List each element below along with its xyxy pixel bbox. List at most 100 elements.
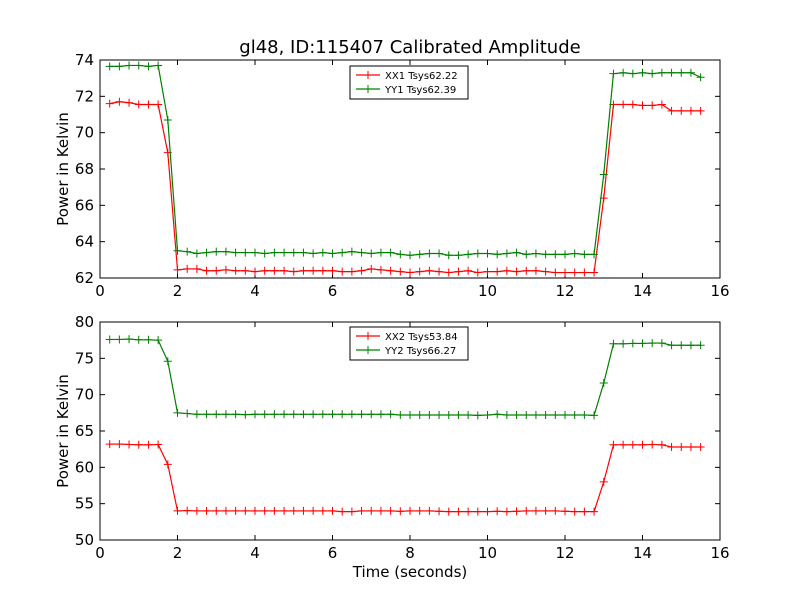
bottom-series-yy2-point: [260, 410, 269, 419]
top-series-xx1-point: [619, 100, 628, 109]
bottom-series-xx2-point: [425, 506, 434, 515]
bottom-series-yy2-point: [299, 410, 308, 419]
top-y-axis-label: Power in Kelvin: [54, 112, 72, 226]
bottom-series-xx2-point: [473, 507, 482, 516]
bottom-series-yy2-point: [163, 357, 172, 366]
top-series-xx1-point: [425, 266, 434, 275]
bottom-series-yy2-point: [318, 410, 327, 419]
top-series-xx1-point: [580, 268, 589, 277]
top-series-yy1-point: [192, 249, 201, 258]
top-series-xx1-point: [251, 267, 259, 276]
bottom-series-xx2-point: [464, 507, 473, 516]
top-series-yy1-point: [328, 249, 337, 258]
bottom-series-yy2-point: [696, 341, 705, 350]
bottom-series-yy2-point: [183, 409, 192, 418]
bottom-series-yy2-point: [231, 410, 240, 419]
bottom-series-yy2-point: [522, 411, 531, 420]
bottom-series-yy2-point: [406, 411, 414, 420]
top-series-yy1-point: [435, 249, 444, 258]
top-series-yy1-point: [357, 248, 366, 257]
top-series-yy1-point: [386, 248, 395, 257]
top-x-tick-label: 6: [328, 282, 338, 300]
bottom-series-xx2-point: [580, 507, 589, 516]
top-series-xx1-point: [231, 266, 240, 275]
top-series-yy1-point: [154, 61, 163, 70]
bottom-y-tick-label: 60: [75, 458, 94, 476]
bottom-series-yy2-point: [125, 335, 134, 344]
top-x-tick-label: 2: [173, 282, 183, 300]
bottom-legend-entry-xx2-label: XX2 Tsys53.84: [385, 332, 458, 343]
bottom-series-xx2-point: [648, 440, 657, 449]
bottom-series-xx2-point: [522, 506, 531, 515]
top-x-tick-label: 14: [633, 282, 652, 300]
top-series-yy1-point: [609, 69, 618, 78]
bottom-series-xx2-point: [435, 507, 444, 516]
bottom-series-yy2-point: [202, 410, 211, 419]
bottom-series-xx2-point: [289, 506, 298, 515]
top-series-xx1-point: [561, 268, 569, 277]
top-series-yy1-point: [183, 247, 192, 256]
top-series-yy1-point: [338, 248, 347, 257]
top-series-xx1-point: [125, 98, 134, 107]
bottom-series-xx2-point: [590, 507, 599, 516]
bottom-y-tick-label: 65: [75, 422, 94, 440]
bottom-y-tick-label: 55: [75, 495, 94, 513]
top-series-yy1-point: [599, 170, 608, 179]
top-series-xx1-point: [657, 100, 666, 109]
bottom-series-xx2-point: [183, 506, 192, 515]
bottom-y-tick-label: 70: [75, 386, 94, 404]
bottom-series-xx2-point: [657, 440, 666, 449]
top-series-xx1-point: [531, 266, 540, 275]
bottom-series-xx2-point: [541, 506, 550, 515]
bottom-series-yy2-point: [212, 410, 221, 419]
top-series-xx1-point: [464, 266, 473, 275]
bottom-series-yy2-point: [619, 339, 628, 348]
bottom-series-yy2-point: [483, 411, 492, 420]
top-series-yy1-point: [657, 68, 666, 77]
bottom-series-xx2-point: [367, 506, 376, 515]
bottom-series-xx2-point: [328, 506, 337, 515]
bottom-series-yy2-point: [289, 410, 298, 419]
top-series-xx1-point: [183, 264, 192, 273]
bottom-x-tick-label: 14: [633, 544, 652, 562]
bottom-series-xx2-point: [686, 442, 695, 451]
top-series-yy1-point: [289, 248, 298, 257]
top-series-xx1-point: [357, 266, 366, 275]
top-series-yy1-point: [406, 251, 414, 260]
bottom-series-yy2-point: [105, 335, 114, 344]
top-series-yy1-point: [309, 249, 318, 258]
bottom-series-yy2-point: [657, 339, 666, 348]
bottom-series-yy2-point: [677, 341, 686, 350]
bottom-legend-entry-yy2-label: YY2 Tsys66.27: [384, 346, 456, 357]
top-series-xx1-point: [483, 267, 492, 276]
bottom-series-xx2-point: [134, 440, 143, 449]
bottom-series-yy2-point: [454, 411, 463, 420]
top-legend-entry-xx1-label: XX1 Tsys62.22: [385, 71, 458, 82]
top-series-yy1-point: [464, 250, 473, 259]
bottom-series-yy2-point: [531, 411, 540, 420]
top-series-yy1-point: [512, 248, 521, 257]
bottom-series-yy2-point: [270, 410, 279, 419]
top-series-xx1-point: [144, 100, 153, 109]
bottom-y-tick-label: 80: [75, 313, 94, 331]
bottom-series-yy2-point: [502, 411, 511, 420]
top-series-xx1-point: [367, 264, 376, 273]
top-series-xx1-point: [502, 266, 511, 275]
top-series-xx1-point: [686, 106, 695, 115]
top-series-xx1-point: [309, 266, 318, 275]
top-series-xx1-point: [435, 267, 444, 276]
bottom-series-yy2-point: [638, 339, 647, 348]
bottom-series-xx2-point: [280, 506, 289, 515]
top-series-yy1-point: [444, 251, 453, 260]
top-y-tick-label: 62: [75, 269, 94, 287]
bottom-legend-entry-yy2-marker: [364, 346, 372, 354]
bottom-x-tick-label: 0: [95, 544, 105, 562]
bottom-series-xx2-point: [376, 506, 385, 515]
bottom-series-yy2-point: [173, 408, 182, 417]
bottom-series-yy2-point: [648, 339, 657, 348]
bottom-series-yy2-point: [435, 411, 444, 420]
top-series-xx1-point: [338, 267, 347, 276]
bottom-series-yy2-point: [241, 410, 250, 419]
top-series-yy1-point: [648, 69, 657, 78]
bottom-series-xx2-point: [551, 506, 560, 515]
